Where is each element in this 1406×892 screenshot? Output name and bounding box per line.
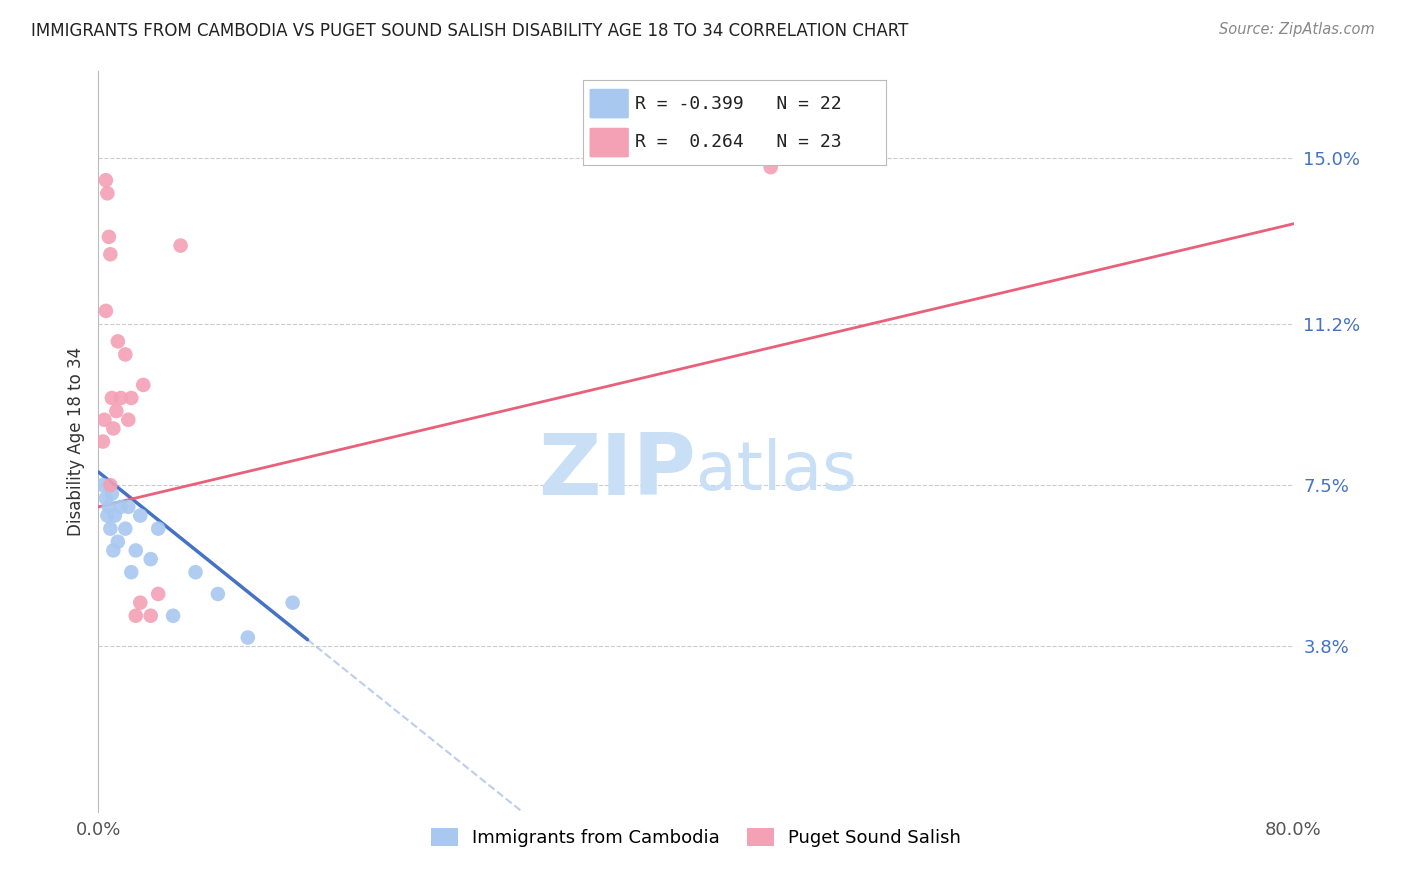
Point <box>162 608 184 623</box>
Point <box>120 565 142 579</box>
Point <box>97 230 120 244</box>
Point <box>94 173 117 187</box>
Text: IMMIGRANTS FROM CAMBODIA VS PUGET SOUND SALISH DISABILITY AGE 18 TO 34 CORRELATI: IMMIGRANTS FROM CAMBODIA VS PUGET SOUND … <box>31 22 908 40</box>
Y-axis label: Disability Age 18 to 34: Disability Age 18 to 34 <box>66 347 84 536</box>
Text: R =  0.264   N = 23: R = 0.264 N = 23 <box>636 133 842 151</box>
Point <box>139 608 162 623</box>
Legend: Immigrants from Cambodia, Puget Sound Salish: Immigrants from Cambodia, Puget Sound Sa… <box>423 822 969 855</box>
Point <box>207 587 229 601</box>
Point <box>117 413 139 427</box>
FancyBboxPatch shape <box>589 128 628 157</box>
Point <box>114 522 136 536</box>
Text: Source: ZipAtlas.com: Source: ZipAtlas.com <box>1219 22 1375 37</box>
Point <box>139 552 162 566</box>
Point <box>236 631 259 645</box>
Point <box>91 434 114 449</box>
Point <box>103 421 125 435</box>
Point <box>101 391 124 405</box>
Point <box>93 413 115 427</box>
Text: R = -0.399   N = 22: R = -0.399 N = 22 <box>636 95 842 112</box>
Point <box>97 500 120 514</box>
Point <box>759 160 782 174</box>
Text: ZIP: ZIP <box>538 430 696 513</box>
Point <box>94 491 117 505</box>
Point <box>132 378 155 392</box>
Point <box>96 508 118 523</box>
Point <box>117 500 139 514</box>
Point <box>129 508 152 523</box>
Point <box>104 508 127 523</box>
Point <box>98 522 122 536</box>
Point <box>110 500 132 514</box>
Point <box>91 478 114 492</box>
Text: atlas: atlas <box>696 438 856 504</box>
Point <box>107 534 129 549</box>
Point <box>103 543 125 558</box>
Point <box>107 334 129 349</box>
Point <box>184 565 207 579</box>
Point <box>94 304 117 318</box>
FancyBboxPatch shape <box>589 89 628 119</box>
Point <box>148 522 170 536</box>
Point <box>98 478 122 492</box>
Point <box>148 587 170 601</box>
Point <box>105 404 128 418</box>
Point <box>120 391 142 405</box>
Point <box>96 186 118 201</box>
Point <box>125 543 148 558</box>
Point <box>98 247 122 261</box>
Point <box>281 596 304 610</box>
Point <box>125 608 148 623</box>
Point <box>101 487 124 501</box>
Point <box>129 596 152 610</box>
Point <box>110 391 132 405</box>
Point <box>114 347 136 361</box>
Point <box>169 238 191 252</box>
